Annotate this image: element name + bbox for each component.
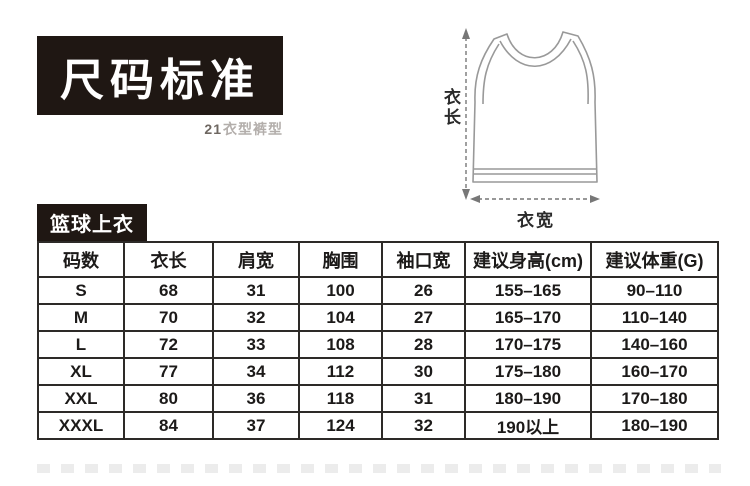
table-row: XXXL 84 37 124 32 190以上 180–190: [37, 411, 719, 440]
col-header-chest: 胸围: [298, 241, 383, 278]
cell: 175–180: [464, 357, 592, 386]
col-header-size: 码数: [37, 241, 125, 278]
cell: 33: [212, 330, 300, 359]
table-row: XL 77 34 112 30 175–180 160–170: [37, 357, 719, 386]
cell: 77: [123, 357, 214, 386]
cell: XL: [37, 357, 125, 386]
cell: 140–160: [590, 330, 719, 359]
width-label: 衣宽: [517, 211, 555, 230]
cell: 32: [381, 411, 466, 440]
table-row: XXL 80 36 118 31 180–190 170–180: [37, 384, 719, 413]
col-header-cuff: 袖口宽: [381, 241, 466, 278]
table-row: L 72 33 108 28 170–175 140–160: [37, 330, 719, 359]
table-title: 篮球上衣: [50, 214, 134, 236]
vest-drawing-icon: [462, 28, 600, 203]
cell: 160–170: [590, 357, 719, 386]
title-box: 尺码标准: [37, 36, 283, 115]
cell: 118: [298, 384, 383, 413]
cell: 27: [381, 303, 466, 332]
cell: 170–180: [590, 384, 719, 413]
cell: 72: [123, 330, 214, 359]
cell: XXXL: [37, 411, 125, 440]
col-header-weight: 建议体重(G): [590, 241, 719, 278]
cell: 68: [123, 276, 214, 305]
cell: 32: [212, 303, 300, 332]
cell: 100: [298, 276, 383, 305]
cell: XXL: [37, 384, 125, 413]
table-header-row: 码数 衣长 肩宽 胸围 袖口宽 建议身高(cm) 建议体重(G): [37, 241, 719, 278]
cell: 104: [298, 303, 383, 332]
cell: 31: [381, 384, 466, 413]
cell: 37: [212, 411, 300, 440]
cell: 180–190: [464, 384, 592, 413]
length-label: 衣长: [441, 88, 460, 128]
subtitle-text: 衣型裤型: [223, 121, 283, 137]
cell: 30: [381, 357, 466, 386]
subtitle-number: 21: [204, 121, 222, 137]
table-title-badge: 篮球上衣: [37, 204, 147, 241]
cell: 155–165: [464, 276, 592, 305]
cell: 108: [298, 330, 383, 359]
col-header-length: 衣长: [123, 241, 214, 278]
cell: 26: [381, 276, 466, 305]
cell: 31: [212, 276, 300, 305]
cell: 34: [212, 357, 300, 386]
table-row: M 70 32 104 27 165–170 110–140: [37, 303, 719, 332]
cell: 180–190: [590, 411, 719, 440]
cell: 170–175: [464, 330, 592, 359]
cell: 80: [123, 384, 214, 413]
table-row: S 68 31 100 26 155–165 90–110: [37, 276, 719, 305]
cell: M: [37, 303, 125, 332]
vest-measurement-diagram: 衣长 衣宽: [433, 14, 615, 230]
cell: 90–110: [590, 276, 719, 305]
size-table: 码数 衣长 肩宽 胸围 袖口宽 建议身高(cm) 建议体重(G) S 68 31…: [37, 241, 719, 440]
cell: 124: [298, 411, 383, 440]
cell: 36: [212, 384, 300, 413]
bottom-dashed-divider: [37, 464, 721, 473]
col-header-height: 建议身高(cm): [464, 241, 592, 278]
cell: 190以上: [464, 411, 592, 440]
cell: 70: [123, 303, 214, 332]
page-title: 尺码标准: [60, 55, 260, 105]
cell: 84: [123, 411, 214, 440]
col-header-shoulder: 肩宽: [212, 241, 300, 278]
cell: 112: [298, 357, 383, 386]
cell: S: [37, 276, 125, 305]
subtitle: 21衣型裤型: [37, 119, 283, 139]
cell: 165–170: [464, 303, 592, 332]
cell: 28: [381, 330, 466, 359]
cell: L: [37, 330, 125, 359]
cell: 110–140: [590, 303, 719, 332]
